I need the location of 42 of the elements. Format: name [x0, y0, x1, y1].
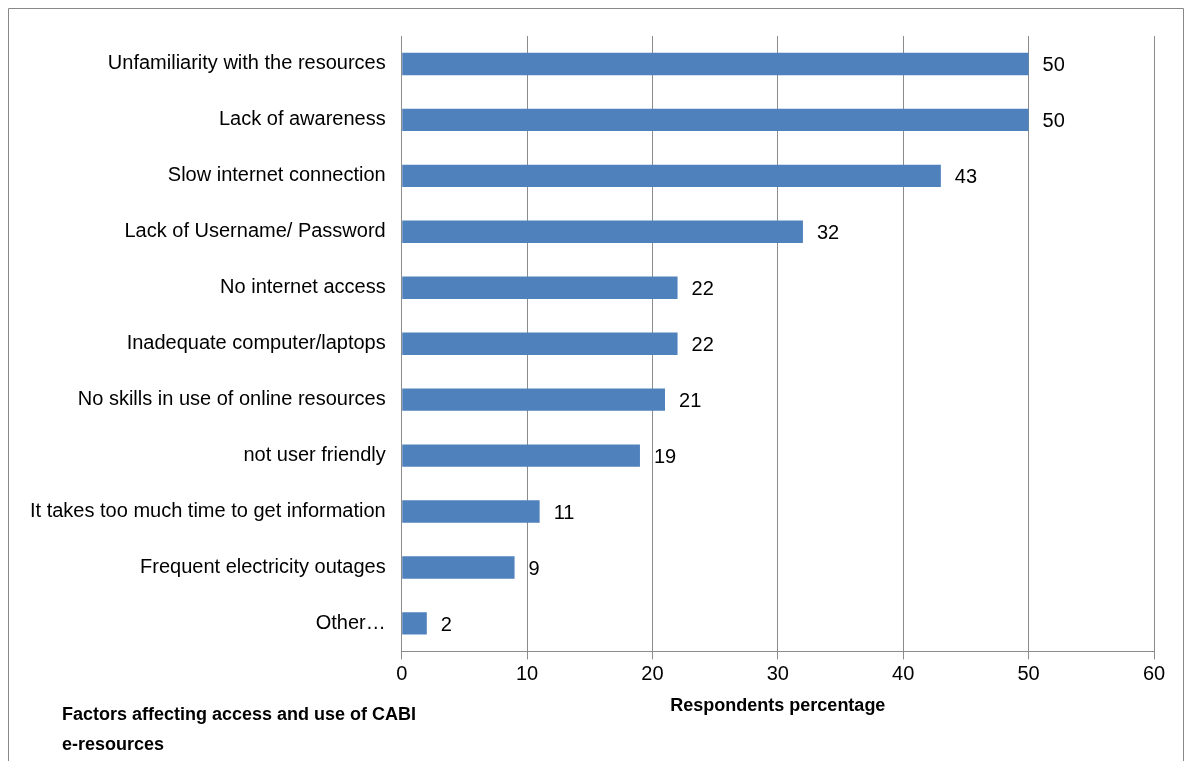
x-tick-label: 50	[1017, 661, 1040, 684]
y-tick-label: Frequent electricity outages	[140, 555, 386, 577]
data-label: 9	[528, 557, 540, 579]
y-tick-label: not user friendly	[243, 443, 386, 466]
x-tick-label: 0	[396, 661, 408, 684]
x-tick-label: 30	[766, 661, 789, 684]
bar	[402, 276, 678, 299]
y-tick-label: No internet access	[220, 275, 386, 298]
data-label: 50	[1042, 109, 1065, 132]
data-label: 32	[816, 221, 840, 244]
data-label: 50	[1042, 53, 1065, 76]
data-label: 19	[653, 445, 677, 468]
y-tick-label: Lack of Username/ Password	[124, 219, 386, 242]
y-tick-label: Inadequate computer/laptops	[126, 331, 386, 354]
bar	[402, 612, 427, 635]
bar	[402, 220, 803, 243]
data-label: 43	[954, 165, 978, 188]
x-tick-label: 20	[641, 661, 664, 684]
y-tick-label: It takes too much time to get information	[29, 499, 386, 522]
y-tick-label: Lack of awareness	[218, 107, 386, 130]
bar	[402, 444, 640, 467]
bar	[402, 52, 1029, 76]
y-axis-title: Factors affecting access and use of CABI e-resources	[62, 704, 417, 754]
data-label: 11	[553, 501, 575, 524]
data-label: 21	[679, 389, 702, 412]
x-tick-label: 60	[1142, 661, 1166, 684]
y-tick-label: Other…	[315, 610, 386, 633]
y-tick-label: Unfamiliarity with the resources	[107, 51, 386, 74]
bar	[402, 556, 515, 579]
data-label: 22	[691, 277, 714, 300]
bar	[402, 164, 941, 188]
x-tick-label: 10	[515, 661, 539, 684]
data-label: 2	[440, 612, 452, 635]
x-axis-title: Respondents percentage	[670, 695, 886, 716]
bar	[402, 500, 540, 523]
y-tick-label: Slow internet connection	[167, 163, 386, 186]
y-tick-label: No skills in use of online resources	[77, 387, 386, 410]
data-label: 22	[691, 333, 714, 356]
bar	[402, 108, 1029, 132]
x-tick-label: 40	[892, 661, 915, 684]
bar	[402, 388, 666, 411]
bar	[402, 332, 678, 355]
